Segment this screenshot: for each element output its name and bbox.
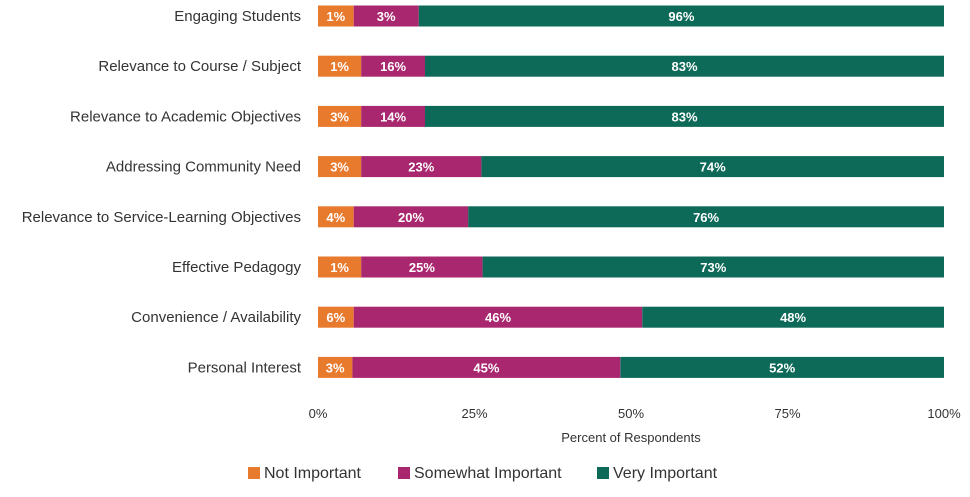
bar-segment bbox=[481, 156, 944, 178]
x-tick-label: 75% bbox=[774, 406, 800, 421]
legend-swatch bbox=[398, 467, 410, 479]
x-tick-label: 100% bbox=[927, 406, 961, 421]
bar-value-labels: 1% 3% 96% 1% 16% 83% 3% 14% 83% 3% 23% 74% 4% 20% 76% 1… bbox=[326, 9, 807, 375]
bar-segment bbox=[353, 306, 643, 328]
bar-value-label: 1% bbox=[326, 9, 345, 24]
category-label: Relevance to Academic Objectives bbox=[70, 108, 301, 125]
category-label: Personal Interest bbox=[188, 359, 302, 376]
bar-segment bbox=[361, 105, 426, 127]
legend-label: Not Important bbox=[264, 465, 361, 482]
bar-value-label: 6% bbox=[326, 310, 345, 325]
bar-value-label: 1% bbox=[330, 260, 349, 275]
category-label: Convenience / Availability bbox=[131, 309, 301, 326]
bar-segment bbox=[468, 206, 944, 228]
bars bbox=[318, 5, 944, 378]
bar-segment bbox=[425, 55, 944, 77]
category-label: Relevance to Course / Subject bbox=[98, 58, 301, 75]
bar-value-label: 25% bbox=[409, 260, 435, 275]
category-label: Effective Pedagogy bbox=[172, 259, 301, 276]
bar-segment bbox=[620, 356, 944, 378]
x-axis-ticks: 0% 25% 50% 75% 100% bbox=[309, 406, 961, 421]
bar-value-label: 4% bbox=[326, 210, 345, 225]
x-tick-label: 50% bbox=[618, 406, 644, 421]
x-tick-label: 0% bbox=[309, 406, 328, 421]
bar-value-label: 14% bbox=[380, 109, 406, 124]
legend-label: Very Important bbox=[613, 465, 718, 482]
bar-value-label: 23% bbox=[408, 160, 434, 175]
bar-segment bbox=[642, 306, 944, 328]
bar-segment bbox=[318, 55, 362, 77]
legend-swatch bbox=[597, 467, 609, 479]
legend: Not Important Somewhat Important Very Impo… bbox=[248, 465, 718, 482]
bar-value-label: 20% bbox=[398, 210, 424, 225]
legend-swatch bbox=[248, 467, 260, 479]
bar-value-label: 3% bbox=[377, 9, 396, 24]
bar-segment bbox=[353, 5, 419, 27]
bar-segment bbox=[318, 306, 354, 328]
bar-segment bbox=[353, 206, 469, 228]
bar-segment bbox=[318, 256, 362, 278]
bar-segment bbox=[318, 356, 353, 378]
bar-value-label: 74% bbox=[700, 160, 726, 175]
bar-segment bbox=[418, 5, 944, 27]
bar-value-label: 76% bbox=[693, 210, 719, 225]
bar-value-label: 96% bbox=[668, 9, 694, 24]
bar-segment bbox=[318, 156, 362, 178]
category-labels: Engaging Students Relevance to Course / S… bbox=[22, 8, 302, 376]
bar-value-label: 83% bbox=[671, 109, 697, 124]
bar-segment bbox=[425, 105, 944, 127]
bar-segment bbox=[318, 5, 354, 27]
bar-value-label: 83% bbox=[671, 59, 697, 74]
category-label: Engaging Students bbox=[174, 8, 301, 25]
x-axis-title: Percent of Respondents bbox=[561, 430, 701, 445]
bar-value-label: 16% bbox=[380, 59, 406, 74]
bar-segment bbox=[361, 55, 426, 77]
category-label: Relevance to Service-Learning Objectives bbox=[22, 209, 301, 226]
x-tick-label: 25% bbox=[461, 406, 487, 421]
bar-segment bbox=[318, 105, 362, 127]
bar-value-label: 3% bbox=[330, 160, 349, 175]
bar-value-label: 45% bbox=[473, 360, 499, 375]
legend-label: Somewhat Important bbox=[414, 465, 562, 482]
bar-value-label: 3% bbox=[330, 109, 349, 124]
bar-segment bbox=[352, 356, 621, 378]
category-label: Addressing Community Need bbox=[106, 159, 301, 176]
bar-segment bbox=[361, 256, 483, 278]
bar-segment bbox=[361, 156, 482, 178]
bar-value-label: 73% bbox=[700, 260, 726, 275]
bar-value-label: 48% bbox=[780, 310, 806, 325]
bar-segment bbox=[482, 256, 944, 278]
bar-value-label: 46% bbox=[485, 310, 511, 325]
bar-segment bbox=[318, 206, 354, 228]
bar-value-label: 52% bbox=[769, 360, 795, 375]
bar-value-label: 3% bbox=[326, 360, 345, 375]
bar-value-label: 1% bbox=[330, 59, 349, 74]
